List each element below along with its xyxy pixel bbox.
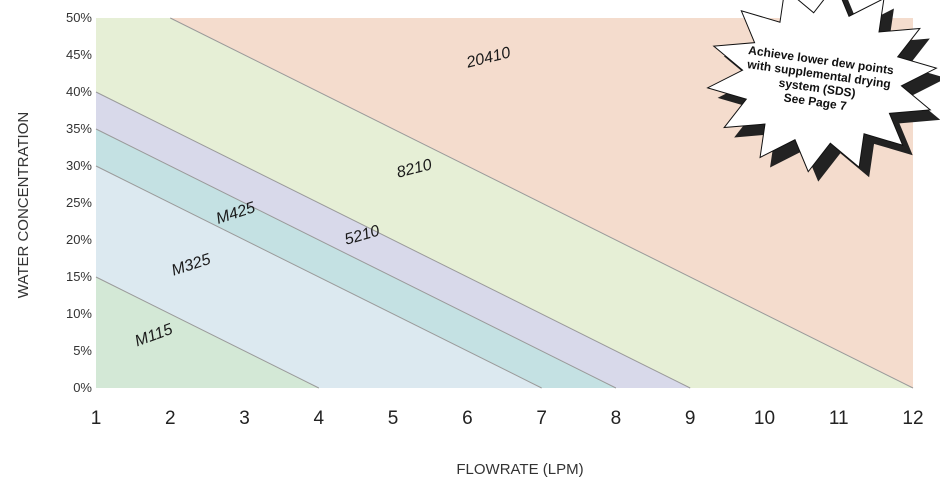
y-tick-label: 20%	[66, 232, 92, 247]
y-tick-label: 10%	[66, 306, 92, 321]
y-ticks-layer: 0% 5% 10% 15% 20% 25% 30% 35% 40% 45% 50%	[66, 10, 92, 395]
x-ticks-layer: 1 2 3 4 5 6 7 8 9 10 11 12	[91, 408, 924, 429]
x-tick-label: 5	[388, 408, 399, 429]
y-tick-label: 30%	[66, 158, 92, 173]
boundary-line-5210	[95, 128, 617, 389]
boundary-line-m325	[95, 276, 320, 389]
callout-text-group: Achieve lower dew points with supplement…	[746, 43, 895, 113]
boundary-line-20410	[170, 17, 914, 389]
y-tick-label: 0%	[73, 380, 92, 395]
y-tick-label: 40%	[66, 84, 92, 99]
x-tick-label: 12	[902, 408, 923, 429]
x-tick-label: 11	[829, 408, 849, 429]
y-tick-label: 45%	[66, 47, 92, 62]
boundary-line-m425	[95, 165, 542, 389]
callout-starburst: Achieve lower dew points with supplement…	[706, 0, 940, 182]
x-axis-title: FLOWRATE (LPM)	[456, 461, 583, 478]
boundary-line-8210	[95, 91, 691, 389]
y-tick-label: 35%	[66, 121, 92, 136]
x-tick-label: 10	[754, 408, 775, 429]
x-tick-label: 1	[91, 408, 102, 429]
boundary-lines-layer	[95, 17, 914, 389]
x-tick-label: 8	[611, 408, 622, 429]
y-tick-label: 5%	[73, 343, 92, 358]
x-tick-label: 4	[314, 408, 325, 429]
y-tick-label: 50%	[66, 10, 92, 25]
x-tick-label: 2	[165, 408, 176, 429]
x-tick-label: 3	[239, 408, 250, 429]
x-tick-label: 6	[462, 408, 473, 429]
x-tick-label: 7	[536, 408, 547, 429]
y-tick-label: 25%	[66, 195, 92, 210]
x-tick-label: 9	[685, 408, 696, 429]
callout-star	[706, 0, 938, 173]
y-tick-label: 15%	[66, 269, 92, 284]
y-axis-title: WATER CONCENTRATION	[15, 112, 32, 298]
